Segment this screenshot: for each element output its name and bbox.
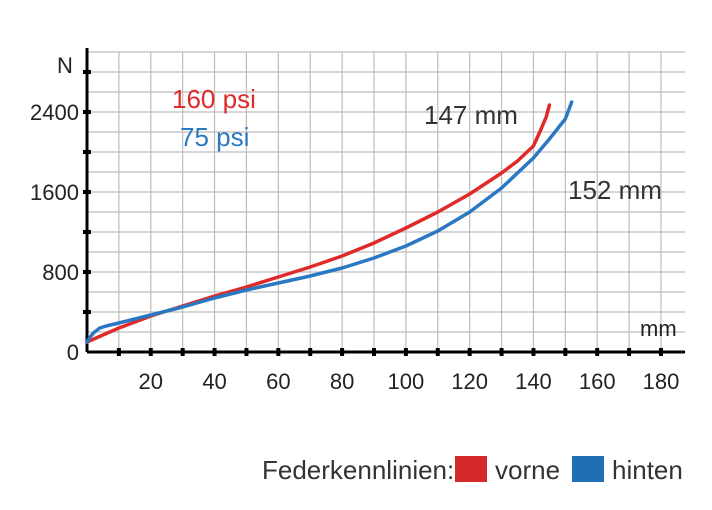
y-tick-label: 800 <box>42 260 79 285</box>
grid <box>87 51 685 352</box>
footer-swatch-vorne <box>455 456 487 482</box>
y-tick-mark <box>83 310 91 314</box>
y-tick-label: 0 <box>67 340 79 365</box>
x-tick-label: 60 <box>266 369 290 394</box>
footer-item-vorne: vorne <box>495 455 560 485</box>
series-line-vorne <box>85 103 552 344</box>
x-tick-mark <box>403 348 408 356</box>
x-tick-mark <box>595 348 600 356</box>
y-tick-mark <box>83 230 91 234</box>
x-tick-mark <box>659 348 663 356</box>
annotation-152mm: 152 mm <box>568 175 662 205</box>
y-tick-mark <box>83 110 91 114</box>
legend-entry-75psi: 75 psi <box>180 122 249 152</box>
y-tick-mark <box>83 190 91 194</box>
annotation-147mm: 147 mm <box>424 100 518 130</box>
x-tick-label: 140 <box>515 369 552 394</box>
x-tick-mark <box>467 348 472 356</box>
y-axis-unit: N <box>57 53 73 78</box>
y-tick-mark <box>83 70 91 74</box>
x-tick-label: 80 <box>330 369 354 394</box>
x-tick-mark <box>499 348 504 356</box>
footer-label: Federkennlinien: <box>262 455 454 485</box>
x-tick-mark <box>116 348 121 356</box>
x-tick-mark <box>180 348 185 356</box>
x-tick-label: 20 <box>139 369 163 394</box>
x-tick-mark <box>276 348 281 356</box>
footer-swatch-hinten <box>572 456 604 482</box>
series-layer <box>85 100 574 344</box>
y-tick-mark <box>83 270 91 274</box>
axes <box>85 48 685 354</box>
footer-item-hinten: hinten <box>612 455 683 485</box>
legend-entry-160psi: 160 psi <box>172 84 256 114</box>
x-tick-label: 120 <box>451 369 488 394</box>
y-tick-label: 2400 <box>30 100 79 125</box>
footer-legend: Federkennlinien: vorne hinten <box>262 455 683 485</box>
x-tick-mark <box>244 348 249 356</box>
x-tick-label: 160 <box>579 369 616 394</box>
x-tick-mark <box>563 348 568 356</box>
x-tick-mark <box>531 348 536 356</box>
x-tick-label: 100 <box>388 369 425 394</box>
series-line-hinten <box>85 100 574 344</box>
x-tick-label: 180 <box>643 369 680 394</box>
ticks: 20 40 60 80 100 120 140 160 180 0 800 1600 2400 <box>30 70 679 394</box>
x-tick-mark <box>148 348 153 356</box>
x-tick-mark <box>372 348 376 356</box>
y-tick-label: 1600 <box>30 180 79 205</box>
x-tick-label: 40 <box>202 369 226 394</box>
x-tick-mark <box>435 348 440 356</box>
x-tick-mark <box>308 348 313 356</box>
x-tick-mark <box>340 348 345 356</box>
y-tick-mark <box>83 150 91 154</box>
x-tick-mark <box>627 348 632 356</box>
x-tick-mark <box>212 348 217 356</box>
x-axis-unit: mm <box>640 316 677 341</box>
